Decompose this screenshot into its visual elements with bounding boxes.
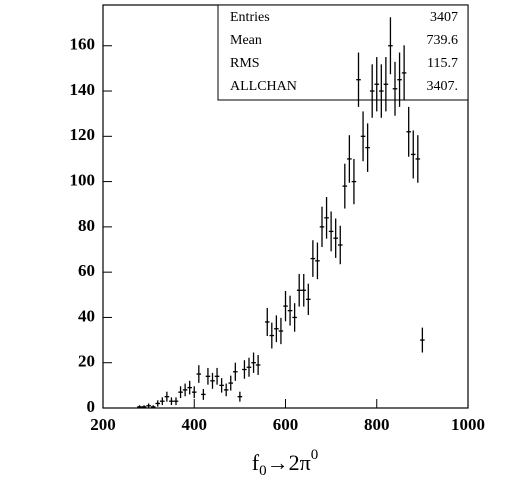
y-tick-label: 80: [78, 216, 95, 235]
x-tick-label: 1000: [451, 415, 485, 434]
x-label-sup: 0: [311, 447, 319, 463]
stat-value: 739.6: [427, 33, 459, 48]
x-label-sub: 0: [259, 463, 267, 479]
x-tick-label: 400: [182, 415, 208, 434]
y-tick-label: 120: [70, 125, 96, 144]
x-label-part: f: [252, 450, 260, 475]
stat-name: Mean: [230, 33, 262, 48]
x-tick-label: 200: [90, 415, 116, 434]
y-tick-label: 160: [70, 35, 96, 54]
stat-value: 3407.: [427, 79, 459, 94]
stat-name: ALLCHAN: [230, 79, 297, 94]
y-tick-label: 20: [78, 352, 95, 371]
y-tick-label: 100: [70, 171, 96, 190]
stats-box: [217, 4, 469, 101]
x-tick-label: 600: [273, 415, 299, 434]
stat-name: Entries: [230, 10, 270, 25]
x-label-part: →2π: [267, 450, 311, 475]
stat-value: 115.7: [427, 56, 458, 71]
y-tick-label: 0: [87, 397, 96, 416]
x-tick-label: 800: [364, 415, 390, 434]
y-tick-label: 40: [78, 306, 95, 325]
y-tick-label: 140: [70, 80, 96, 99]
stat-value: 3407: [430, 10, 458, 25]
x-axis-label: f0→2π0: [252, 447, 318, 479]
y-tick-label: 60: [78, 261, 95, 280]
stat-name: RMS: [230, 56, 260, 71]
